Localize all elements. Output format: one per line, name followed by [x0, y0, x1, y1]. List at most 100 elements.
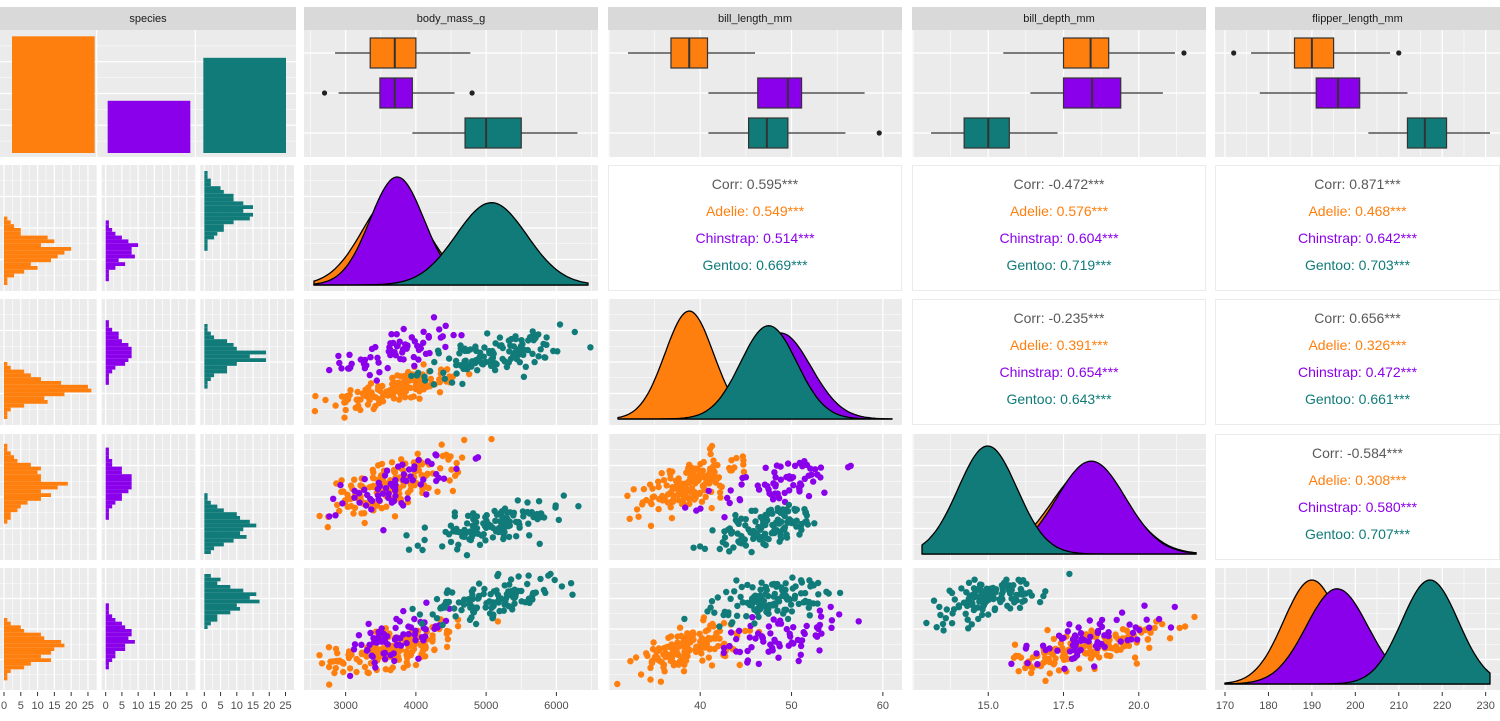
- scatter-point: [836, 589, 844, 597]
- histogram-bar: [4, 392, 65, 397]
- axis-tick-label: 5: [18, 700, 24, 712]
- scatter-point: [421, 536, 428, 544]
- scatter-point: [375, 633, 382, 640]
- scatter-point: [392, 492, 399, 499]
- scatter-point: [405, 466, 413, 473]
- scatter-point: [758, 579, 765, 586]
- scatter-point: [798, 481, 805, 489]
- axis-tick-label-body_mass_g: 4000: [404, 700, 428, 712]
- scatter-point: [733, 612, 741, 619]
- panel-4-2: [608, 568, 902, 690]
- scatter-point: [1055, 667, 1063, 674]
- scatter-point: [714, 461, 721, 469]
- scatter-point: [466, 616, 474, 623]
- scatter-point: [770, 616, 777, 623]
- box: [757, 77, 803, 109]
- histogram-bar: [204, 542, 224, 547]
- scatter-point: [805, 492, 813, 500]
- histogram-bar: [204, 339, 228, 343]
- scatter-point: [815, 591, 822, 598]
- scatter-point: [793, 517, 800, 524]
- scatter-point: [1060, 634, 1067, 642]
- scatter-point: [777, 620, 785, 627]
- scatter-point: [433, 615, 441, 622]
- scatter-point: [738, 481, 745, 488]
- histogram-bar: [204, 607, 241, 611]
- scatter-point: [529, 596, 536, 603]
- scatter-point: [351, 487, 358, 495]
- outlier-point: [876, 130, 882, 136]
- scatter-point: [780, 509, 787, 516]
- histogram-bar: [204, 603, 237, 607]
- histogram-bar: [204, 324, 208, 328]
- axis-tick-label: 10: [31, 700, 43, 712]
- scatter-point: [762, 583, 770, 591]
- scatter-point: [749, 584, 756, 591]
- histogram-bar: [4, 643, 65, 648]
- scatter-point: [412, 637, 419, 644]
- scatter-point: [1181, 623, 1189, 630]
- panel-4-3: [912, 568, 1206, 690]
- scatter-point: [368, 497, 376, 504]
- scatter-point: [1076, 665, 1083, 672]
- scatter-point: [556, 321, 564, 328]
- strip-label-species: species: [129, 13, 167, 25]
- scatter-point: [810, 478, 817, 485]
- scatter-point: [1021, 597, 1028, 604]
- scatter-point: [1141, 602, 1148, 609]
- scatter-point: [736, 648, 744, 656]
- scatter-point: [1107, 652, 1114, 660]
- histogram-bar: [4, 231, 21, 236]
- histogram-bar: [105, 455, 109, 459]
- scatter-point: [350, 646, 358, 653]
- scatter-point: [1113, 647, 1121, 654]
- histogram-bar: [204, 335, 215, 340]
- histogram-bar: [204, 621, 211, 626]
- scatter-point: [519, 508, 527, 515]
- scatter-point: [637, 671, 645, 678]
- histogram-bar: [204, 577, 221, 582]
- scatter-point: [975, 615, 982, 623]
- scatter-point: [847, 462, 854, 469]
- boxplot-chinstrap: [1259, 77, 1408, 109]
- scatter-point: [655, 483, 662, 491]
- histogram-panel-flipper_length_mm: [0, 568, 294, 690]
- scatter-point: [364, 646, 371, 654]
- scatter-point: [507, 576, 515, 583]
- scatter-point: [420, 476, 427, 483]
- scatter-point: [425, 484, 432, 492]
- scatter-point: [681, 661, 688, 668]
- scatter-point: [790, 482, 797, 489]
- scatter-point: [1050, 635, 1058, 643]
- scatter-point: [354, 388, 361, 396]
- scatter-point: [1074, 648, 1082, 655]
- scatter-point: [1171, 603, 1179, 611]
- scatter-point: [746, 634, 753, 641]
- scatter-point: [757, 586, 764, 593]
- scatter-point: [796, 488, 803, 495]
- histogram-bar: [105, 331, 119, 336]
- box: [1293, 37, 1335, 69]
- scatter-point: [486, 598, 493, 605]
- histogram-bar: [105, 239, 129, 244]
- scatter-point: [626, 515, 633, 522]
- scatter-point: [318, 660, 326, 667]
- scatter-point: [716, 623, 723, 630]
- scatter-point: [391, 657, 398, 665]
- scatter-point: [630, 486, 637, 493]
- scatter-point: [649, 485, 656, 492]
- outlier-point: [469, 90, 475, 96]
- scatter-point: [436, 377, 444, 384]
- scatter-point: [390, 395, 398, 402]
- scatter-point: [508, 604, 515, 611]
- histogram-bar: [4, 239, 55, 244]
- box: [1406, 117, 1448, 149]
- histogram-bar: [204, 497, 208, 501]
- boxplot-adelie: [628, 37, 755, 69]
- scatter-point: [1059, 644, 1066, 652]
- scatter-point: [540, 514, 548, 521]
- scatter-point: [797, 642, 805, 650]
- histogram-bar: [105, 625, 126, 629]
- histogram-bar: [204, 574, 211, 578]
- scatter-point: [443, 643, 451, 651]
